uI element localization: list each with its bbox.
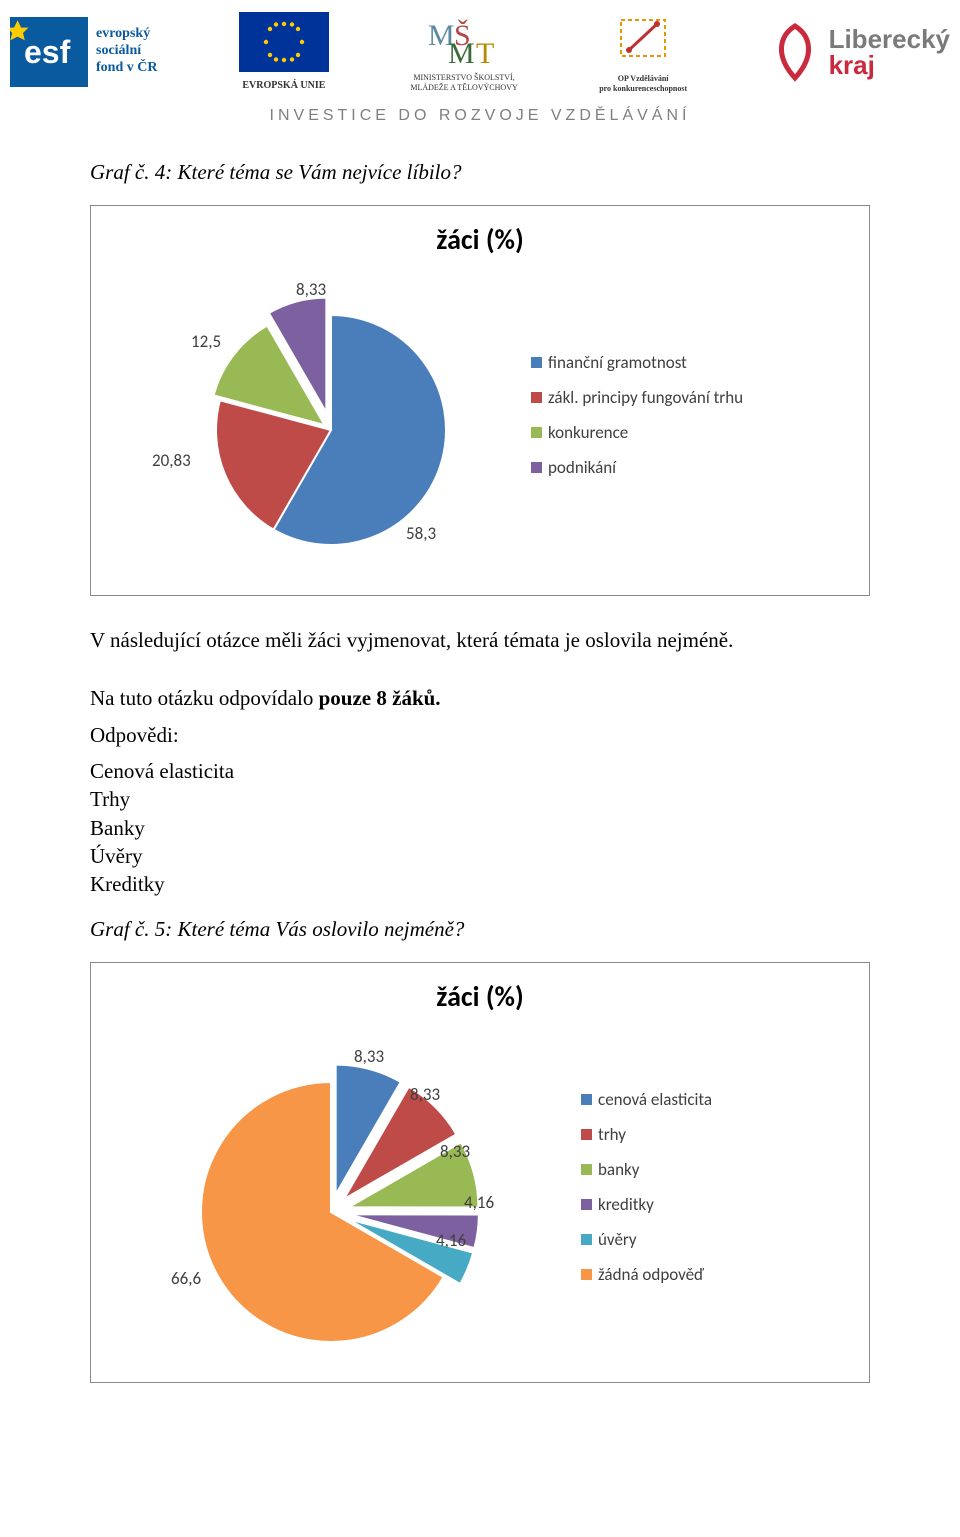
legend-swatch <box>531 357 542 368</box>
legend-swatch <box>531 427 542 438</box>
pie-data-label: 58,3 <box>406 523 436 544</box>
chart1-caption: Graf č. 4: Které téma se Vám nejvíce líb… <box>90 160 870 185</box>
chart2-frame: žáci (%) 8,33 8,33 8,33 4,16 4,16 66,6 cenová… <box>90 962 870 1383</box>
eu-label: EVROPSKÁ UNIE <box>242 80 325 92</box>
lk-label: Liberecký kraj <box>829 26 950 78</box>
banner-tagline: INVESTICE DO ROZVOJE VZDĚLÁVÁNÍ <box>0 107 960 125</box>
legend-swatch <box>581 1164 592 1175</box>
legend-label: cenová elasticita <box>598 1089 712 1110</box>
chart2-legend: cenová elasticita trhy banky kreditky úvěry ž… <box>581 1075 712 1299</box>
svg-text:M: M <box>448 37 475 65</box>
chart1-pie: 58,3 20,83 12,5 8,33 <box>111 265 491 565</box>
op-label: OP Vzdělávání pro konkurenceschopnost <box>599 74 687 93</box>
msmt-logo-icon: M Š M T <box>424 11 504 65</box>
chart2-caption: Graf č. 5: Které téma Vás oslovilo nejmé… <box>90 917 870 942</box>
chart1-frame: žáci (%) 58,3 20,83 12,5 8,33 finanční gram… <box>90 205 870 596</box>
answers-heading: Odpovědi: <box>90 721 870 749</box>
legend-label: zákl. principy fungování trhu <box>548 387 743 408</box>
paragraph-1: V následující otázce měli žáci vyjmenova… <box>90 626 870 654</box>
legend-item: cenová elasticita <box>581 1089 712 1110</box>
op-logo-block: OP Vzdělávání pro konkurenceschopnost <box>599 10 687 93</box>
pie-data-label: 4,16 <box>464 1192 494 1213</box>
logo-row: esf evropský sociální fond v ČR <box>0 0 960 103</box>
esf-line2: sociální <box>96 43 141 58</box>
svg-text:esf: esf <box>24 34 71 70</box>
esf-line3: fond v ČR <box>96 60 157 75</box>
legend-item: finanční gramotnost <box>531 352 743 373</box>
pie-data-label: 20,83 <box>152 450 191 471</box>
legend-item: zákl. principy fungování trhu <box>531 387 743 408</box>
esf-logo-block: esf evropský sociální fond v ČR <box>10 17 157 87</box>
answer-item: Banky <box>90 814 870 842</box>
msmt-label: MINISTERSTVO ŠKOLSTVÍ, MLÁDEŽE A TĚLOVÝC… <box>410 73 517 92</box>
paragraph-2: Na tuto otázku odpovídalo pouze 8 žáků. <box>90 684 870 712</box>
legend-swatch <box>581 1094 592 1105</box>
chart2-title: žáci (%) <box>111 979 849 1014</box>
legend-swatch <box>581 1269 592 1280</box>
msmt-logo-block: M Š M T MINISTERSTVO ŠKOLSTVÍ, MLÁDEŽE A… <box>410 11 517 92</box>
legend-label: konkurence <box>548 422 628 443</box>
chart2-body: 8,33 8,33 8,33 4,16 4,16 66,6 cenová elastici… <box>111 1022 849 1352</box>
op-logo-icon <box>611 10 675 66</box>
pie-data-label: 66,6 <box>171 1268 201 1289</box>
legend-label: trhy <box>598 1124 626 1145</box>
chart2-pie: 8,33 8,33 8,33 4,16 4,16 66,6 <box>111 1022 541 1352</box>
chart1-body: 58,3 20,83 12,5 8,33 finanční gramotnost zák… <box>111 265 849 565</box>
pie-data-label: 12,5 <box>191 331 221 352</box>
answers-list: Cenová elasticitaTrhyBankyÚvěryKreditky <box>90 757 870 899</box>
legend-item: podnikání <box>531 457 743 478</box>
legend-label: podnikání <box>548 457 616 478</box>
legend-label: finanční gramotnost <box>548 352 687 373</box>
esf-line1: evropský <box>96 26 150 41</box>
legend-swatch <box>531 392 542 403</box>
lk-logo-block: Liberecký kraj <box>769 22 950 82</box>
pie-data-label: 8,33 <box>354 1046 384 1067</box>
svg-text:T: T <box>476 37 494 65</box>
header-banner: esf evropský sociální fond v ČR <box>0 0 960 140</box>
legend-swatch <box>581 1234 592 1245</box>
esf-label: evropský sociální fond v ČR <box>96 26 157 76</box>
legend-item: úvěry <box>581 1229 712 1250</box>
legend-item: banky <box>581 1159 712 1180</box>
legend-item: žádná odpověď <box>581 1264 712 1285</box>
legend-label: žádná odpověď <box>598 1264 704 1285</box>
legend-label: banky <box>598 1159 639 1180</box>
chart1-legend: finanční gramotnost zákl. principy fungov… <box>531 338 743 492</box>
answer-item: Kreditky <box>90 870 870 898</box>
legend-label: úvěry <box>598 1229 637 1250</box>
legend-item: trhy <box>581 1124 712 1145</box>
pie-data-label: 8,33 <box>440 1141 470 1162</box>
answer-item: Cenová elasticita <box>90 757 870 785</box>
legend-item: kreditky <box>581 1194 712 1215</box>
legend-swatch <box>581 1199 592 1210</box>
pie-data-label: 8,33 <box>296 279 326 300</box>
page-content: Graf č. 4: Které téma se Vám nejvíce líb… <box>0 160 960 1453</box>
pie-data-label: 4,16 <box>436 1230 466 1251</box>
answer-item: Úvěry <box>90 842 870 870</box>
chart1-title: žáci (%) <box>111 222 849 257</box>
esf-logo-icon: esf <box>10 17 88 87</box>
answer-item: Trhy <box>90 785 870 813</box>
legend-label: kreditky <box>598 1194 654 1215</box>
legend-swatch <box>581 1129 592 1140</box>
eu-flag-icon <box>239 12 329 72</box>
pie-data-label: 8,33 <box>410 1084 440 1105</box>
lk-logo-icon <box>769 22 821 82</box>
legend-item: konkurence <box>531 422 743 443</box>
eu-logo-block: EVROPSKÁ UNIE <box>239 12 329 92</box>
legend-swatch <box>531 462 542 473</box>
